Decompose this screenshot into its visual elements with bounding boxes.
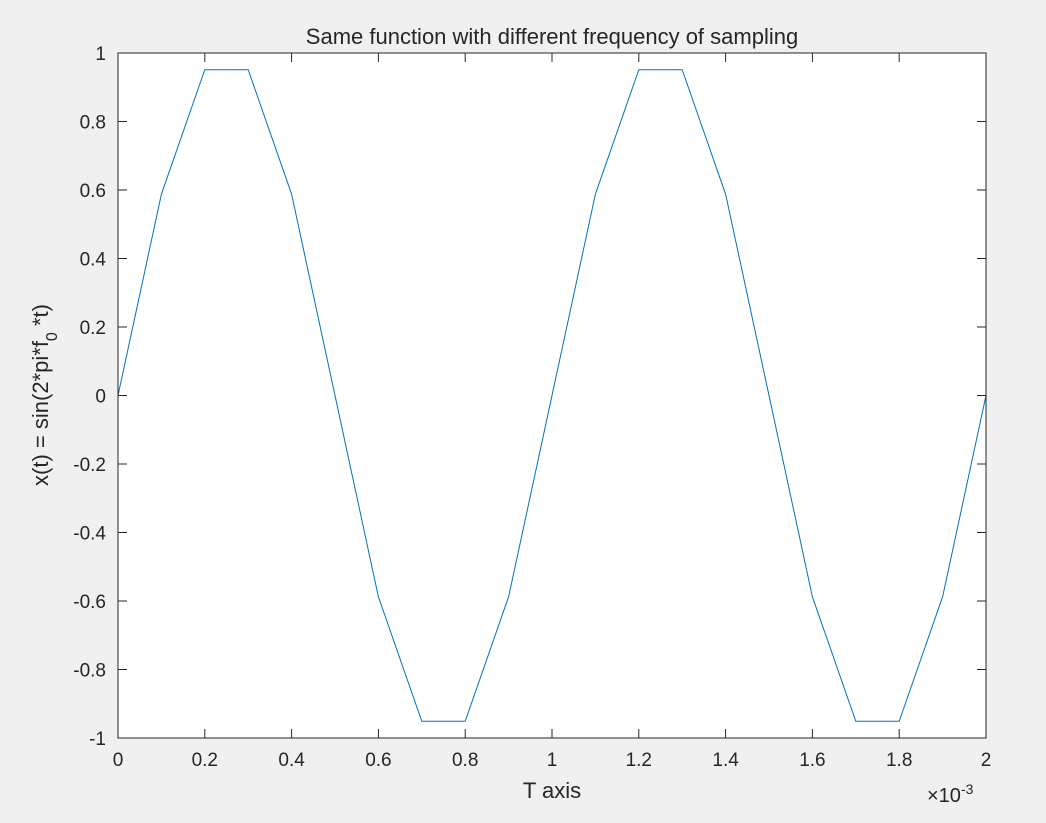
x-tick-label: 0.2 [192, 750, 218, 771]
y-tick-label: 1 [95, 44, 106, 65]
x-exponent-power: -3 [961, 781, 974, 797]
y-axis-label-tail: *t) [28, 304, 53, 332]
x-tick-label: 1.8 [886, 750, 912, 771]
y-tick-label: 0.2 [80, 318, 106, 339]
y-tick-label: 0 [95, 387, 106, 408]
y-tick-label: -0.8 [73, 661, 106, 682]
x-tick-label: 1.6 [799, 750, 825, 771]
x-tick-label: 0.4 [278, 750, 305, 771]
tick-layer: 0 0.2 0.4 0.6 0.8 1 1.2 1.4 1.6 1.8 2 1 0.8 0.6 0.4 0.2… [73, 44, 991, 771]
axes-box [117, 52, 987, 739]
y-tick-label: 0.8 [80, 113, 106, 134]
y-tick-label: -0.6 [73, 592, 106, 613]
chart-title: Same function with different frequency o… [306, 24, 798, 49]
y-tick-label: 0.4 [80, 250, 107, 271]
y-axis-label-subscript: 0 [44, 332, 61, 341]
y-tick-label: -0.2 [73, 455, 106, 476]
x-tick-label: 0 [113, 750, 124, 771]
y-tick-label: 0.6 [80, 181, 106, 202]
x-tick-label: 1.2 [626, 750, 652, 771]
x-tick-label: 0.6 [365, 750, 391, 771]
x-tick-label: 2 [981, 750, 992, 771]
y-tick-label: -0.4 [73, 524, 106, 545]
x-exponent-prefix: ×10 [927, 785, 961, 807]
x-tick-label: 0.8 [452, 750, 478, 771]
x-tick-label: 1 [547, 750, 558, 771]
series-layer [117, 69, 987, 722]
x-axis-label: T axis [523, 778, 581, 803]
x-exponent-label: ×10-3 [927, 781, 974, 807]
y-axis-label-main: x(t) = sin(2*pi*f [28, 340, 53, 486]
x-tick-label: 1.4 [712, 750, 739, 771]
y-tick-label: -1 [89, 729, 106, 750]
series-line [117, 69, 987, 722]
y-axis-label: x(t) = sin(2*pi*f0 *t) [28, 304, 61, 486]
